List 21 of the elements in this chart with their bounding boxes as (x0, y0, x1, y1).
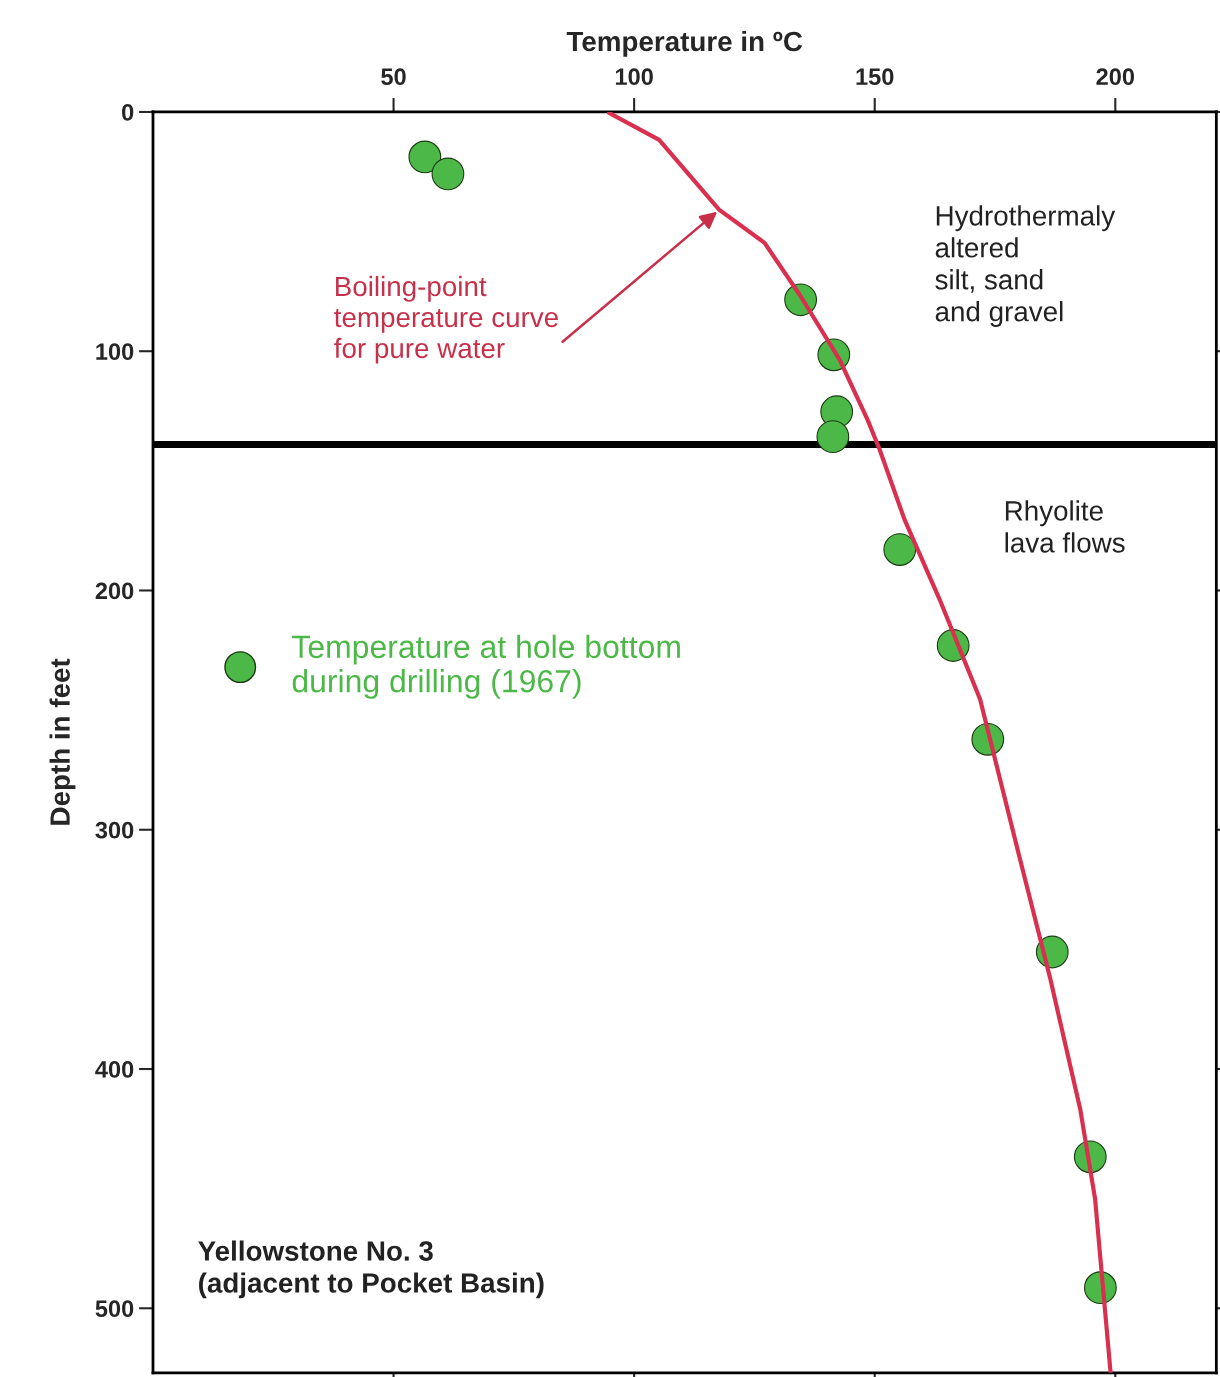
annotation: Yellowstone No. 3 (adjacent to Pocket Basin) (198, 1240, 544, 1299)
x-tick-label: 50 (381, 68, 406, 86)
x-axis-title: Temperature in ºC (566, 30, 803, 57)
annotation: Hydrothermaly altered silt, sand and gravel (935, 205, 1116, 327)
y-axis-title: Depth in feet (49, 658, 76, 825)
x-tick-label: 150 (856, 68, 894, 86)
legend-label: Temperature at hole bottom during drilling (1967) (292, 634, 680, 699)
point (883, 533, 917, 566)
annotation: Rhyolite lava flows (1005, 500, 1125, 553)
annotation: Boiling-point temperature curve for pure water (334, 275, 558, 364)
point (816, 420, 850, 454)
y-tick-label: 200 (95, 582, 134, 600)
x-tick-label: 100 (615, 68, 653, 86)
y-tick-label: 500 (95, 1300, 134, 1318)
point (431, 157, 465, 191)
y-tick-label: 300 (95, 821, 134, 839)
x-tick-label: 200 (1096, 68, 1135, 86)
y-tick-label: 100 (96, 343, 134, 360)
y-tick-label: 400 (95, 1061, 134, 1078)
y-tick-label: 0 (122, 104, 134, 121)
point (408, 140, 442, 174)
